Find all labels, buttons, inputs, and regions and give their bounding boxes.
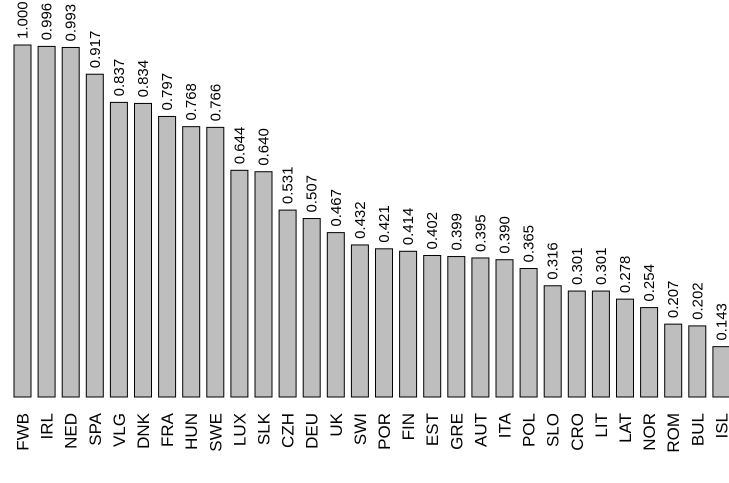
value-label-irl: 0.996 [39, 3, 56, 41]
value-label-deu: 0.507 [304, 175, 321, 213]
value-label-slk: 0.640 [256, 128, 273, 166]
bar-por [375, 248, 393, 398]
value-label-isl: 0.143 [713, 303, 729, 341]
category-label-aut: AUT [471, 413, 490, 447]
bar-aut [471, 257, 490, 398]
category-label-spa: SPA [86, 412, 105, 445]
category-label-swi: SWI [351, 413, 370, 445]
value-label-lit: 0.301 [593, 248, 610, 286]
category-label-lux: LUX [230, 413, 249, 446]
value-label-hun: 0.768 [183, 83, 200, 121]
bar-bul [688, 325, 707, 398]
bars-group [13, 44, 729, 398]
value-label-swi: 0.432 [352, 201, 369, 239]
bar-fra [158, 115, 177, 398]
category-label-fin: FIN [399, 413, 418, 440]
value-label-bul: 0.202 [689, 282, 706, 320]
value-label-spa: 0.917 [87, 31, 104, 69]
bar-slo [543, 285, 562, 398]
category-label-hun: HUN [182, 413, 201, 450]
category-label-fwb: FWB [14, 413, 33, 451]
bar-fwb [13, 44, 32, 398]
value-label-est: 0.402 [424, 212, 441, 250]
bar-uk [326, 232, 345, 398]
bar-czh [278, 209, 297, 398]
category-label-ned: NED [62, 413, 81, 449]
bar-ita [495, 259, 514, 398]
category-label-irl: IRL [38, 413, 57, 439]
value-label-pol: 0.365 [521, 225, 538, 263]
bar-spa [85, 73, 104, 398]
category-label-fra: FRA [158, 412, 177, 447]
category-label-ita: ITA [496, 412, 515, 438]
bar-nor [640, 307, 659, 398]
category-label-rom: ROM [664, 413, 683, 453]
category-label-lat: LAT [616, 413, 635, 443]
value-labels-group: 1.000 0.996 0.993 0.917 0.837 0.834 0.797 0.768… [15, 1, 729, 340]
bar-irl [37, 45, 56, 398]
bar-fin [399, 250, 418, 398]
category-label-lit: LIT [592, 413, 611, 438]
bar-gre [447, 256, 466, 398]
bar-lit [591, 290, 610, 398]
category-label-uk: UK [327, 412, 346, 436]
value-label-fwb: 1.000 [15, 1, 32, 39]
category-label-slk: SLK [255, 412, 274, 445]
category-label-isl: ISL [712, 413, 729, 439]
bar-vlg [109, 101, 128, 398]
bar-swe [206, 126, 225, 398]
bar-lat [616, 298, 634, 398]
value-label-swe: 0.766 [207, 84, 224, 122]
value-label-uk: 0.467 [328, 189, 345, 227]
value-label-aut: 0.395 [472, 214, 489, 252]
category-label-deu: DEU [303, 413, 322, 449]
category-label-pol: POL [520, 413, 539, 447]
value-label-czh: 0.531 [280, 167, 297, 205]
bar-cro [567, 290, 586, 398]
bar-swi [350, 244, 369, 398]
category-label-slo: SLO [544, 413, 563, 447]
bar-dnk [134, 102, 152, 398]
bar-isl [712, 346, 729, 398]
bar-rom [664, 323, 683, 398]
bar-hun [182, 126, 201, 398]
value-label-fra: 0.797 [159, 73, 176, 111]
value-label-vlg: 0.837 [111, 59, 128, 97]
category-label-vlg: VLG [110, 413, 129, 447]
bar-pol [519, 268, 538, 398]
value-label-dnk: 0.834 [135, 60, 152, 98]
value-label-por: 0.421 [376, 205, 393, 243]
value-label-cro: 0.301 [569, 248, 586, 286]
value-label-lat: 0.278 [617, 256, 634, 294]
category-label-gre: GRE [447, 413, 466, 450]
bar-est [423, 254, 442, 398]
value-label-ita: 0.390 [497, 216, 514, 254]
category-labels-group: FWB IRL NED SPA VLG DNK FRA HUN SWE LUX SLK CZH DEU U… [14, 412, 729, 452]
category-label-swe: SWE [206, 413, 225, 452]
category-label-dnk: DNK [134, 412, 153, 449]
category-label-por: POR [375, 413, 394, 450]
value-label-rom: 0.207 [665, 281, 682, 319]
bar-slk [254, 171, 273, 398]
value-label-fin: 0.414 [400, 208, 417, 246]
bar-ned [61, 46, 80, 398]
category-label-czh: CZH [279, 413, 298, 448]
bar-deu [302, 218, 321, 398]
bar-lux [230, 169, 249, 398]
value-label-slo: 0.316 [545, 242, 562, 280]
value-label-ned: 0.993 [63, 4, 80, 42]
category-label-nor: NOR [640, 413, 659, 451]
value-label-lux: 0.644 [231, 127, 248, 165]
category-label-est: EST [423, 413, 442, 446]
value-label-nor: 0.254 [641, 264, 658, 302]
category-label-cro: CRO [568, 413, 587, 451]
category-label-bul: BUL [688, 413, 707, 446]
value-label-gre: 0.399 [448, 213, 465, 251]
